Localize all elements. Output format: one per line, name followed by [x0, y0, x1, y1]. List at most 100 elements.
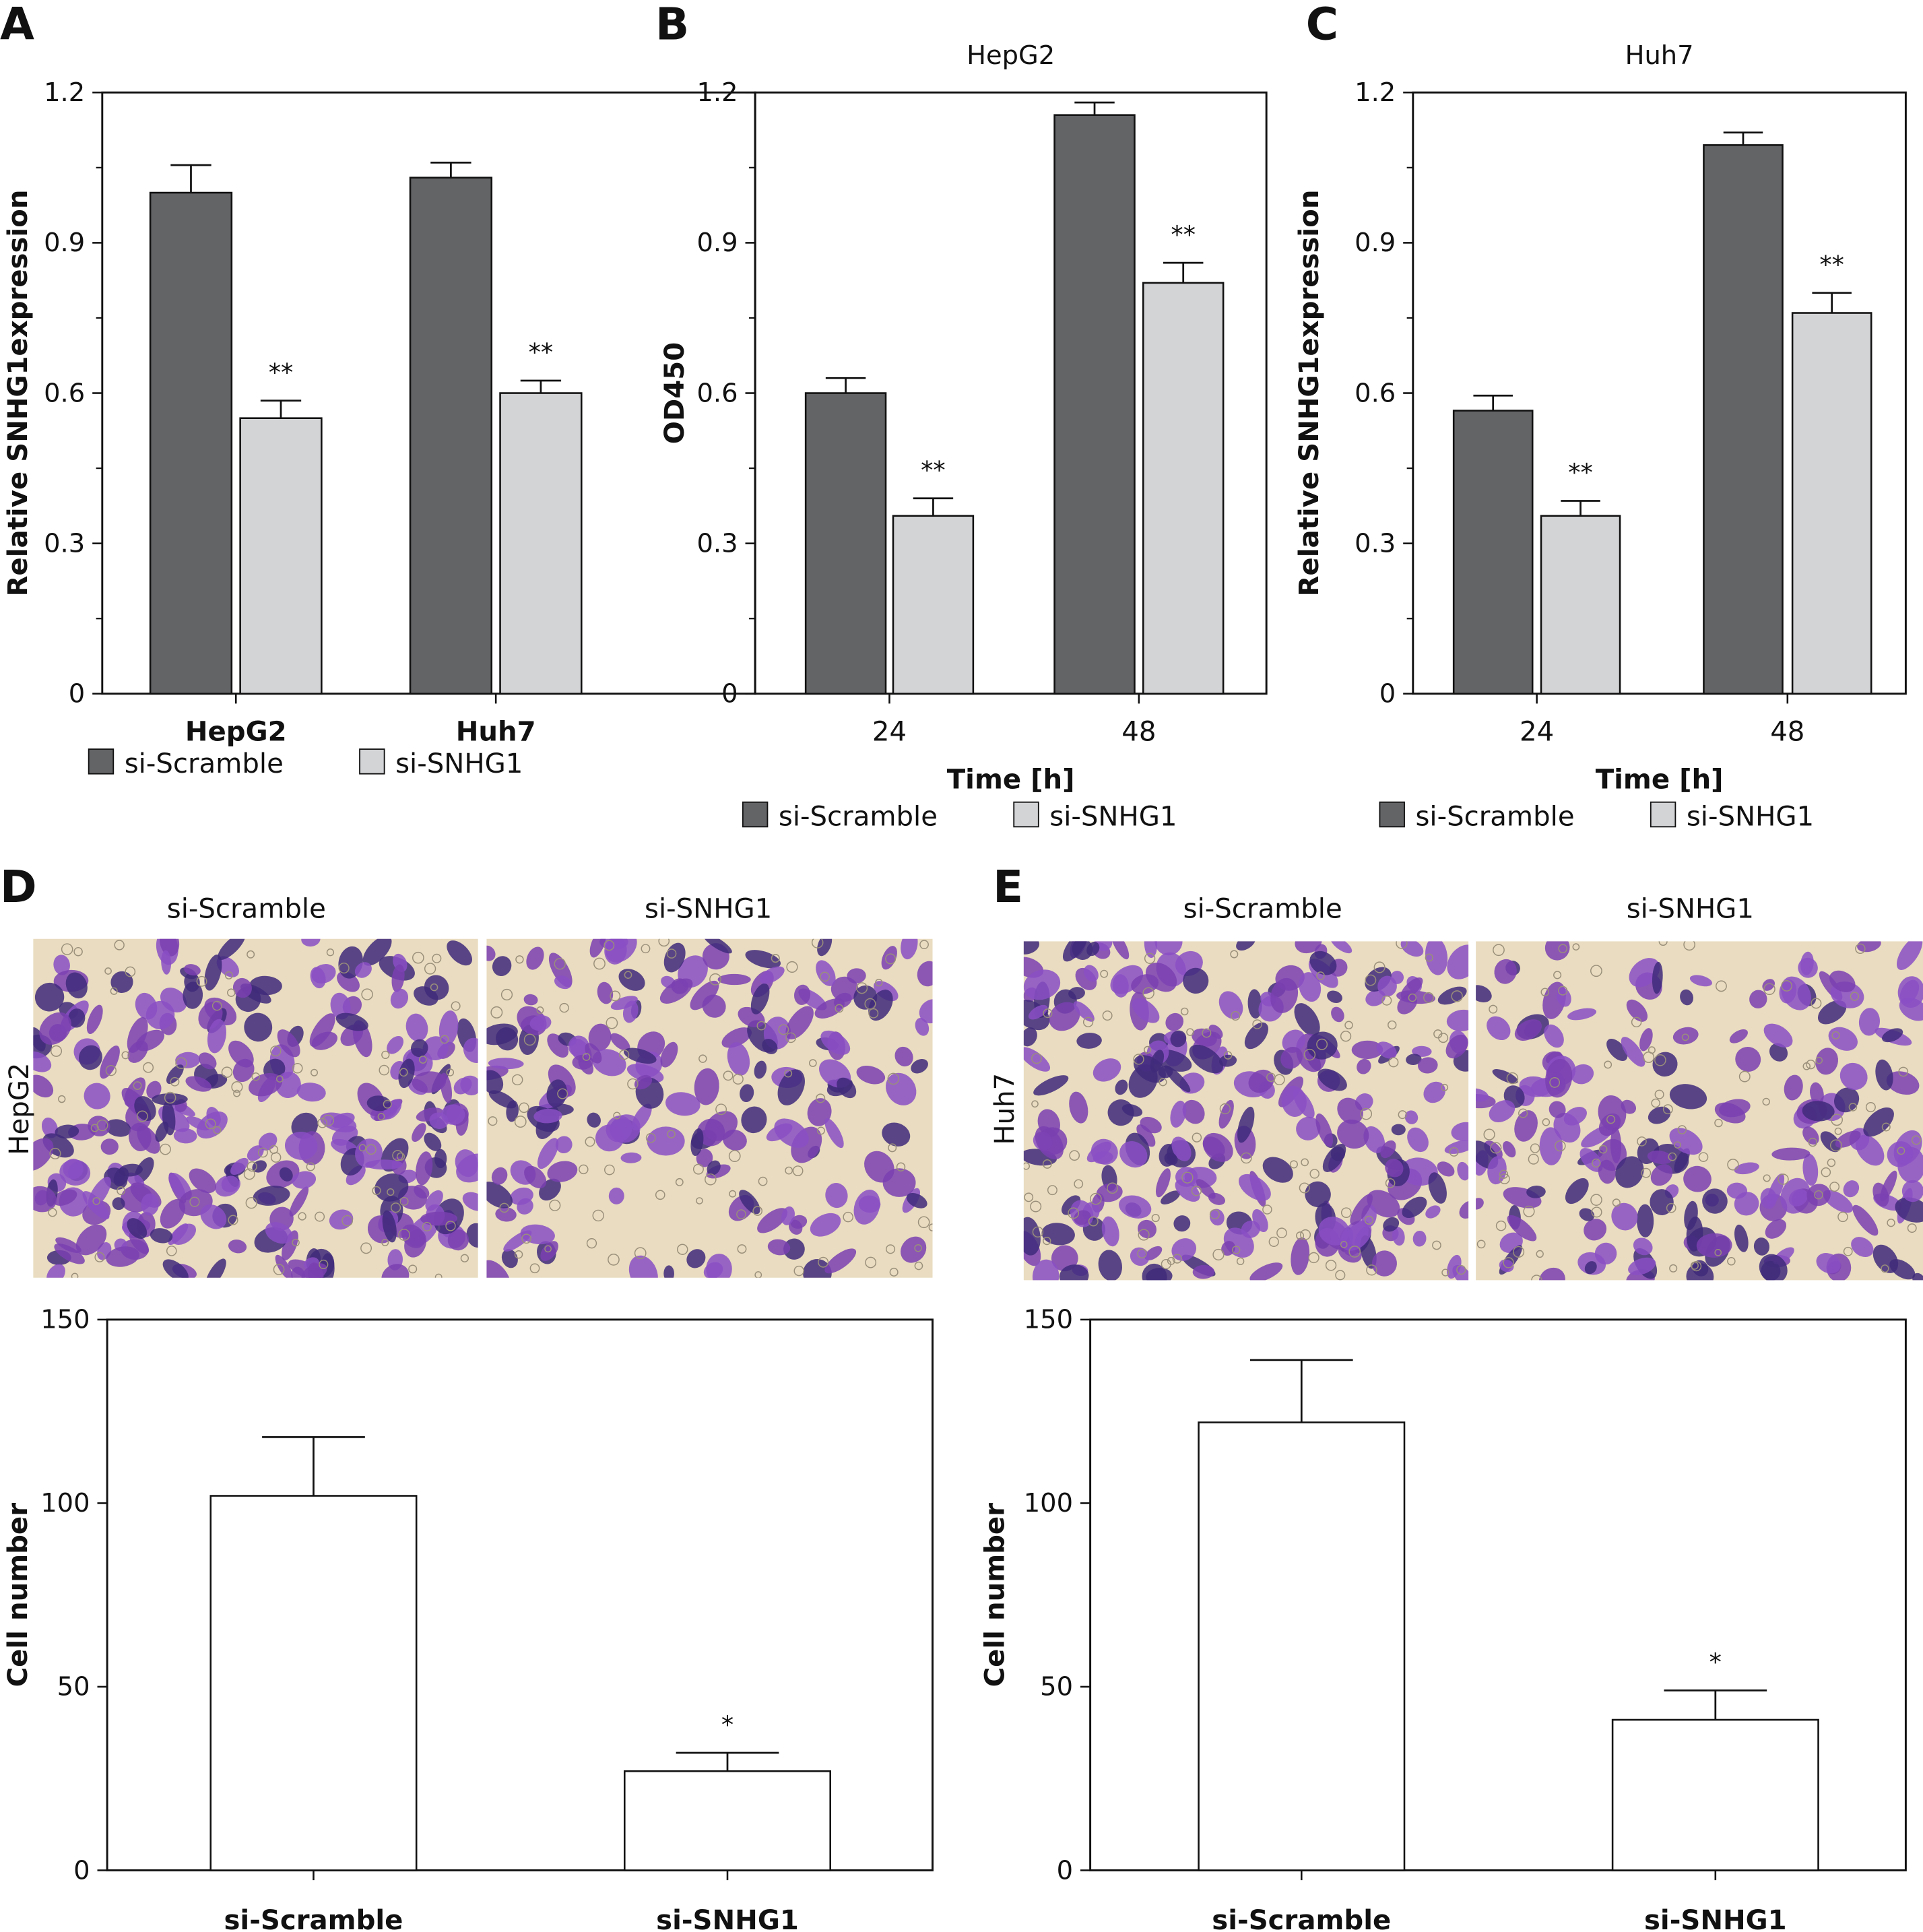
stained-cell	[1327, 990, 1342, 1003]
pore	[1806, 1060, 1816, 1070]
pore	[319, 1259, 329, 1270]
pore	[1572, 943, 1580, 951]
stained-cell	[128, 1122, 152, 1151]
pore	[627, 1078, 639, 1090]
pore	[756, 1021, 767, 1031]
stained-cell	[1579, 1208, 1595, 1221]
pore	[1690, 1261, 1699, 1270]
pore	[856, 982, 868, 994]
stained-cell	[1183, 967, 1209, 994]
pore	[270, 1152, 282, 1163]
stained-cell	[275, 1071, 301, 1098]
pore	[1681, 1033, 1689, 1041]
stained-cell	[1760, 1188, 1777, 1209]
stained-cell	[34, 982, 65, 1012]
stained-cell	[1136, 1124, 1156, 1147]
stained-cell	[1221, 1241, 1235, 1256]
pore	[1408, 993, 1417, 1002]
pore	[729, 1190, 737, 1198]
stained-cell	[1165, 1012, 1184, 1031]
pore	[1023, 1162, 1031, 1170]
stained-cell	[1423, 1081, 1445, 1103]
stained-cell	[1023, 1027, 1037, 1047]
chart-b-significance-label: **	[1171, 220, 1196, 249]
pore	[608, 1254, 620, 1266]
stained-cell	[1556, 988, 1571, 1007]
pore	[1553, 971, 1562, 979]
stained-cell	[41, 1117, 58, 1138]
pore	[592, 1209, 604, 1222]
micrograph-d-si-scramble	[33, 938, 478, 1278]
pore	[865, 1256, 877, 1268]
pore	[736, 1209, 746, 1219]
stained-cell	[279, 1167, 293, 1182]
stained-cell	[330, 992, 351, 1020]
pore	[243, 1168, 255, 1180]
pore	[189, 1196, 200, 1207]
pore	[1252, 1019, 1262, 1029]
stained-cell	[335, 1012, 368, 1031]
stained-cell	[1696, 1233, 1732, 1258]
pore	[1340, 1031, 1352, 1042]
stained-cell	[554, 975, 572, 990]
stained-cell	[917, 961, 933, 987]
pore	[399, 1196, 409, 1206]
stained-cell	[486, 1182, 513, 1209]
stained-cell	[1107, 1099, 1134, 1126]
pore	[1506, 1072, 1519, 1085]
micrograph-column-label: si-SNHG1	[1627, 894, 1754, 925]
stained-cell	[1330, 941, 1352, 954]
stained-cell	[1680, 989, 1693, 1006]
pore	[785, 1166, 793, 1175]
stained-cell	[1072, 941, 1093, 960]
stained-cell	[1291, 1237, 1310, 1275]
stained-cell	[119, 1163, 143, 1177]
chart-c-legend-label: si-Scramble	[1415, 801, 1574, 832]
stained-cell	[705, 1111, 738, 1141]
panel-letter-d: D	[0, 861, 37, 913]
stained-cell	[1771, 1147, 1811, 1161]
pore	[1209, 1209, 1220, 1220]
stained-cell	[906, 1192, 927, 1209]
pore	[1763, 983, 1775, 996]
stained-cell	[1023, 941, 1039, 955]
pore	[1202, 1028, 1212, 1038]
pore	[1031, 1100, 1039, 1108]
stained-cell	[54, 1243, 85, 1264]
pore	[1490, 1142, 1502, 1154]
pore	[1100, 969, 1109, 978]
stained-cell	[1023, 1047, 1051, 1072]
pore	[715, 1103, 727, 1116]
stained-cell	[1404, 1110, 1419, 1124]
chart-a-y-axis-label: Relative SNHG1expression	[3, 190, 34, 597]
stained-cell	[456, 1153, 478, 1183]
pore	[1536, 1250, 1544, 1258]
chart-b-y-axis-label: OD450	[659, 342, 690, 445]
stained-cell	[820, 1030, 851, 1055]
stained-cell	[100, 1138, 119, 1155]
stained-cell	[595, 1124, 624, 1152]
stained-cell	[785, 1006, 814, 1039]
chart-c-x-tick-label: 24	[1520, 716, 1554, 747]
stained-cell	[1514, 1110, 1538, 1142]
micrograph-column-label: si-Scramble	[1183, 894, 1342, 925]
stained-cell	[206, 1107, 221, 1127]
pore	[490, 1006, 503, 1019]
stained-cell	[803, 1259, 832, 1278]
chart-a-y-tick-label: 0.9	[44, 228, 85, 258]
stained-cell	[523, 994, 538, 1006]
chart-d-y-tick-label: 100	[40, 1488, 90, 1518]
chart-a-legend-swatch	[359, 748, 385, 775]
micrograph-d-si-snhg1	[486, 938, 933, 1278]
stained-cell	[1175, 1179, 1200, 1202]
pore	[613, 1112, 621, 1120]
pore	[1192, 1132, 1202, 1142]
pore	[816, 1093, 826, 1103]
stained-cell	[915, 1018, 930, 1036]
chart-b-legend-swatch	[742, 801, 769, 828]
pore	[544, 1245, 552, 1253]
pore	[1837, 1211, 1848, 1223]
stained-cell	[301, 938, 321, 947]
stained-cell	[1639, 1028, 1653, 1052]
stained-cell	[1648, 1106, 1671, 1124]
